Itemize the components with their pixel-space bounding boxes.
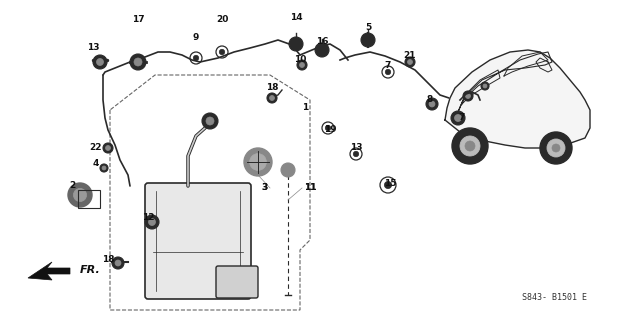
Circle shape bbox=[130, 54, 146, 70]
Circle shape bbox=[426, 98, 438, 110]
Circle shape bbox=[353, 151, 358, 157]
Circle shape bbox=[552, 144, 560, 152]
Circle shape bbox=[202, 113, 218, 129]
Circle shape bbox=[385, 69, 390, 75]
Text: 18: 18 bbox=[266, 84, 278, 93]
Circle shape bbox=[385, 182, 392, 189]
Circle shape bbox=[250, 154, 266, 170]
Circle shape bbox=[100, 164, 108, 172]
Text: 11: 11 bbox=[304, 183, 316, 192]
Text: 7: 7 bbox=[385, 62, 391, 70]
Circle shape bbox=[297, 60, 307, 70]
Circle shape bbox=[483, 84, 487, 88]
Circle shape bbox=[454, 115, 461, 122]
Text: 20: 20 bbox=[216, 16, 228, 25]
Circle shape bbox=[481, 82, 489, 90]
Text: 1: 1 bbox=[302, 103, 308, 113]
Circle shape bbox=[463, 91, 473, 101]
Text: 22: 22 bbox=[90, 144, 102, 152]
Text: 2: 2 bbox=[69, 182, 75, 190]
Text: 5: 5 bbox=[365, 24, 371, 33]
Circle shape bbox=[269, 95, 275, 100]
Circle shape bbox=[361, 33, 375, 47]
Text: 12: 12 bbox=[141, 213, 154, 222]
Text: 3: 3 bbox=[261, 183, 267, 192]
Text: 21: 21 bbox=[404, 51, 416, 61]
Circle shape bbox=[148, 219, 156, 226]
Circle shape bbox=[547, 139, 565, 157]
Circle shape bbox=[68, 183, 92, 207]
Circle shape bbox=[193, 55, 198, 61]
Circle shape bbox=[74, 189, 86, 202]
Circle shape bbox=[460, 136, 480, 156]
Circle shape bbox=[93, 55, 107, 69]
Text: 4: 4 bbox=[93, 160, 99, 168]
Text: 8: 8 bbox=[427, 95, 433, 105]
Circle shape bbox=[115, 260, 121, 266]
Text: 7: 7 bbox=[459, 114, 465, 122]
Text: 19: 19 bbox=[324, 125, 336, 135]
Circle shape bbox=[267, 93, 277, 103]
Text: 14: 14 bbox=[290, 13, 302, 23]
Circle shape bbox=[244, 148, 272, 176]
Circle shape bbox=[451, 111, 465, 125]
Circle shape bbox=[134, 58, 142, 66]
Text: 17: 17 bbox=[132, 16, 144, 25]
Circle shape bbox=[405, 57, 415, 67]
Circle shape bbox=[540, 132, 572, 164]
Text: 11: 11 bbox=[304, 183, 316, 192]
Circle shape bbox=[281, 163, 295, 177]
Circle shape bbox=[325, 125, 331, 131]
Polygon shape bbox=[28, 262, 70, 280]
Text: 9: 9 bbox=[193, 33, 199, 42]
Circle shape bbox=[289, 37, 303, 51]
Text: 3: 3 bbox=[261, 183, 267, 192]
Text: S843- B1501 E: S843- B1501 E bbox=[522, 293, 588, 302]
Circle shape bbox=[102, 166, 106, 170]
FancyBboxPatch shape bbox=[216, 266, 258, 298]
Circle shape bbox=[206, 117, 214, 125]
FancyBboxPatch shape bbox=[145, 183, 251, 299]
Circle shape bbox=[408, 60, 413, 64]
Circle shape bbox=[145, 215, 159, 229]
Circle shape bbox=[465, 93, 470, 99]
Text: 13: 13 bbox=[87, 43, 99, 53]
Text: 10: 10 bbox=[294, 56, 306, 64]
Circle shape bbox=[106, 145, 111, 151]
Text: 13: 13 bbox=[349, 144, 362, 152]
Text: 15: 15 bbox=[384, 180, 396, 189]
Circle shape bbox=[103, 143, 113, 153]
Polygon shape bbox=[445, 50, 590, 148]
Circle shape bbox=[465, 141, 475, 151]
Circle shape bbox=[97, 58, 104, 65]
Text: 18: 18 bbox=[102, 256, 115, 264]
Circle shape bbox=[112, 257, 124, 269]
Circle shape bbox=[220, 49, 225, 55]
Circle shape bbox=[300, 63, 305, 68]
Circle shape bbox=[429, 101, 435, 107]
Circle shape bbox=[315, 43, 329, 57]
Text: FR.: FR. bbox=[80, 265, 100, 275]
Bar bbox=[78, 190, 100, 208]
Circle shape bbox=[452, 128, 488, 164]
Text: 16: 16 bbox=[316, 38, 328, 47]
